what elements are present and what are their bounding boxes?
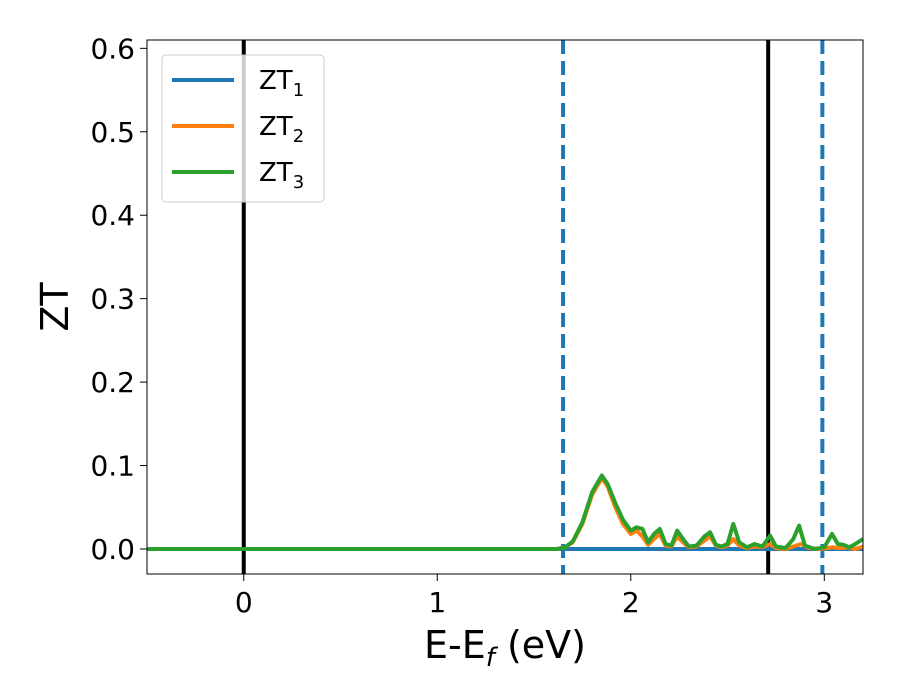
series-line-3 xyxy=(147,473,863,551)
legend: ZT1 ZT2 ZT3 xyxy=(161,54,325,203)
y-tick-label: 0.6 xyxy=(90,32,135,65)
x-tick-label: 0 xyxy=(235,586,253,619)
reference-lines xyxy=(241,40,825,574)
y-tick-label: 0.1 xyxy=(90,450,135,483)
y-axis-ticks: 0.0 0.1 0.2 0.3 0.4 0.5 0.6 xyxy=(90,32,147,566)
x-axis-label: E-Ef (eV) xyxy=(424,623,586,673)
plot-frame xyxy=(146,39,864,575)
x-axis-label-unit: (eV) xyxy=(495,623,586,667)
x-tick-label: 2 xyxy=(622,586,640,619)
y-axis-label: ZT xyxy=(33,282,77,332)
x-tick-label: 3 xyxy=(815,586,833,619)
legend-box xyxy=(161,54,325,203)
y-tick-label: 0.0 xyxy=(90,533,135,566)
series-line-2 xyxy=(147,476,863,551)
series-lines xyxy=(147,473,863,551)
legend-label: ZT1 xyxy=(259,66,304,101)
legend-item-1: ZT1 xyxy=(172,66,304,101)
legend-item-3: ZT3 xyxy=(172,158,304,193)
y-tick-label: 0.4 xyxy=(90,199,135,232)
y-tick-label: 0.2 xyxy=(90,366,135,399)
y-tick-label: 0.5 xyxy=(90,116,135,149)
y-tick-label: 0.3 xyxy=(90,283,135,316)
x-axis-ticks: 0 1 2 3 xyxy=(235,574,833,619)
x-axis-label-main: E-E xyxy=(424,623,486,667)
legend-label: ZT3 xyxy=(259,158,304,193)
legend-item-2: ZT2 xyxy=(172,112,304,147)
legend-label: ZT2 xyxy=(259,112,304,147)
x-tick-label: 1 xyxy=(428,586,446,619)
